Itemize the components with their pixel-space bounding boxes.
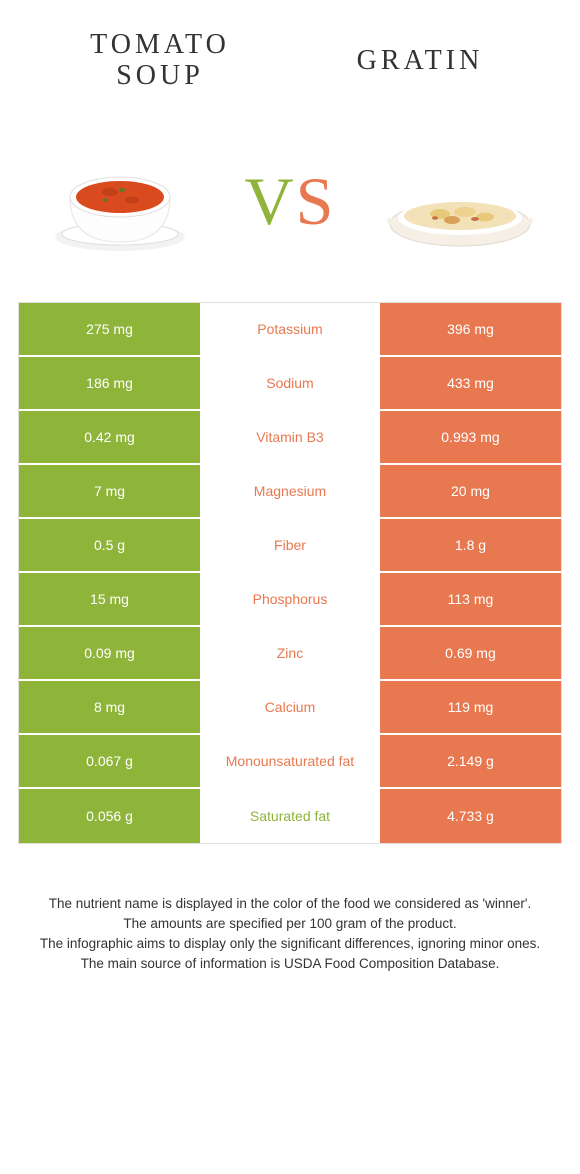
left-value: 275 mg [19,303,200,355]
nutrition-table: 275 mgPotassium396 mg186 mgSodium433 mg0… [18,302,562,844]
left-value: 8 mg [19,681,200,733]
left-title-line2: SOUP [60,61,260,92]
right-food-title: GRATIN [320,46,520,92]
right-value: 119 mg [380,681,561,733]
left-value: 0.067 g [19,735,200,787]
tomato-soup-image [40,142,200,262]
left-value: 0.09 mg [19,627,200,679]
nutrient-name: Fiber [200,519,380,571]
left-value: 0.42 mg [19,411,200,463]
nutrient-name: Phosphorus [200,573,380,625]
table-row: 275 mgPotassium396 mg [19,303,561,357]
nutrient-name: Vitamin B3 [200,411,380,463]
left-value: 15 mg [19,573,200,625]
table-row: 0.42 mgVitamin B30.993 mg [19,411,561,465]
vs-v: V [245,163,296,239]
table-row: 15 mgPhosphorus113 mg [19,573,561,627]
footer-notes: The nutrient name is displayed in the co… [0,844,580,975]
table-row: 7 mgMagnesium20 mg [19,465,561,519]
table-row: 0.056 gSaturated fat4.733 g [19,789,561,843]
right-value: 113 mg [380,573,561,625]
left-value: 0.5 g [19,519,200,571]
right-value: 396 mg [380,303,561,355]
right-value: 2.149 g [380,735,561,787]
nutrient-name: Monounsaturated fat [200,735,380,787]
table-row: 0.09 mgZinc0.69 mg [19,627,561,681]
footer-line-4: The main source of information is USDA F… [30,954,550,974]
footer-line-3: The infographic aims to display only the… [30,934,550,954]
left-title-line1: TOMATO [60,30,260,61]
left-value: 0.056 g [19,789,200,843]
footer-line-1: The nutrient name is displayed in the co… [30,894,550,914]
table-row: 186 mgSodium433 mg [19,357,561,411]
nutrient-name: Sodium [200,357,380,409]
left-value: 186 mg [19,357,200,409]
right-value: 0.993 mg [380,411,561,463]
gratin-image [380,142,540,262]
right-value: 20 mg [380,465,561,517]
vs-label: VS [245,162,336,241]
right-value: 4.733 g [380,789,561,843]
table-row: 0.5 gFiber1.8 g [19,519,561,573]
left-value: 7 mg [19,465,200,517]
nutrient-name: Zinc [200,627,380,679]
nutrient-name: Magnesium [200,465,380,517]
nutrient-name: Calcium [200,681,380,733]
food-images-row: VS [0,112,580,302]
vs-s: S [296,163,336,239]
left-food-title: TOMATO SOUP [60,30,260,92]
right-value: 1.8 g [380,519,561,571]
footer-line-2: The amounts are specified per 100 gram o… [30,914,550,934]
nutrient-name: Saturated fat [200,789,380,843]
header: TOMATO SOUP GRATIN [0,0,580,112]
right-value: 433 mg [380,357,561,409]
nutrient-name: Potassium [200,303,380,355]
right-value: 0.69 mg [380,627,561,679]
table-row: 8 mgCalcium119 mg [19,681,561,735]
table-row: 0.067 gMonounsaturated fat2.149 g [19,735,561,789]
